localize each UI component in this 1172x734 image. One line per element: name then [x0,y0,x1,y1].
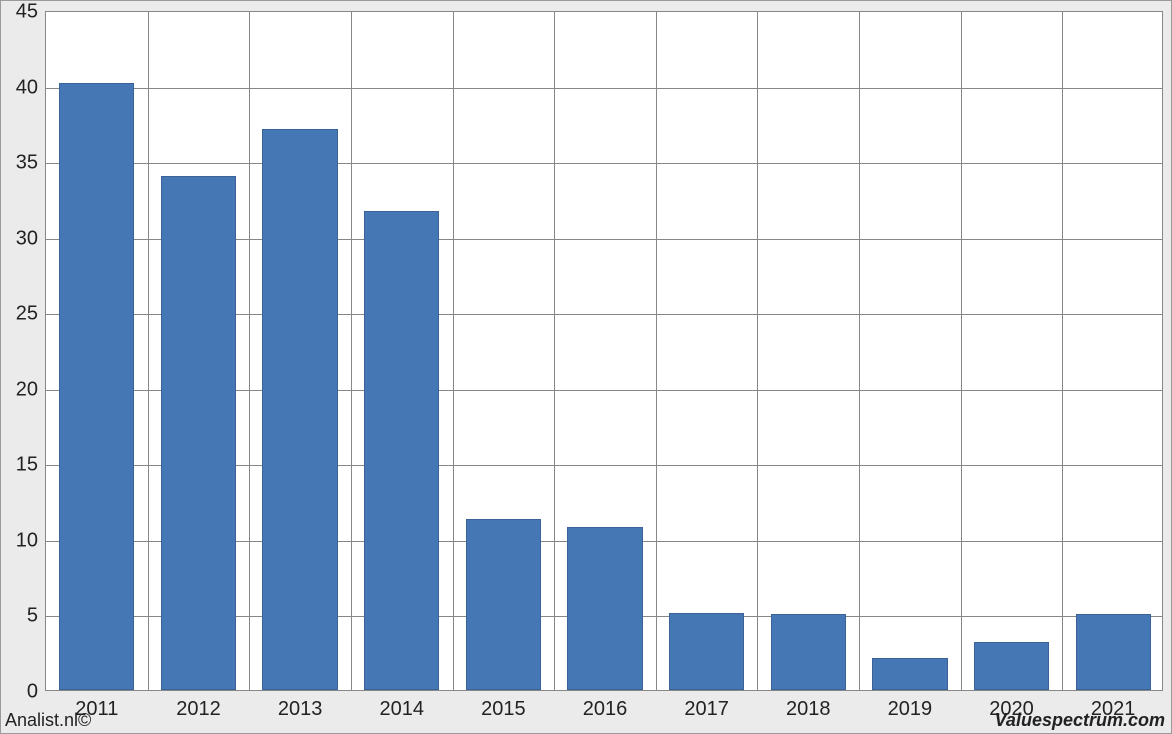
gridline-v [757,12,758,690]
y-tick-label: 35 [16,152,46,175]
bar [364,211,439,690]
y-tick-label: 25 [16,303,46,326]
bar [872,658,947,690]
bar [669,613,744,690]
footer-right-text: Valuespectrum.com [995,710,1165,731]
x-tick-label: 2015 [481,690,526,721]
y-tick-label: 0 [27,681,46,704]
bar [262,129,337,690]
gridline-h [46,163,1162,164]
gridline-v [1062,12,1063,690]
gridline-v [554,12,555,690]
x-tick-label: 2016 [583,690,628,721]
x-tick-label: 2019 [888,690,933,721]
x-tick-label: 2017 [684,690,729,721]
y-tick-label: 45 [16,1,46,24]
y-tick-label: 15 [16,454,46,477]
bar [771,614,846,690]
x-tick-label: 2012 [176,690,221,721]
gridline-v [656,12,657,690]
y-tick-label: 20 [16,378,46,401]
gridline-v [351,12,352,690]
gridline-v [148,12,149,690]
gridline-v [961,12,962,690]
gridline-v [453,12,454,690]
gridline-v [249,12,250,690]
bar [567,527,642,690]
plot-area: 0510152025303540452011201220132014201520… [45,11,1163,691]
gridline-v [859,12,860,690]
bar [466,519,541,690]
y-tick-label: 10 [16,529,46,552]
bar [974,642,1049,690]
y-tick-label: 30 [16,227,46,250]
chart-frame: 0510152025303540452011201220132014201520… [0,0,1172,734]
x-tick-label: 2014 [379,690,424,721]
bar [59,83,134,690]
y-tick-label: 5 [27,605,46,628]
x-tick-label: 2018 [786,690,831,721]
footer-left-text: Analist.nl© [5,710,91,731]
bar [161,176,236,690]
gridline-h [46,88,1162,89]
bar [1076,614,1151,690]
x-tick-label: 2013 [278,690,323,721]
y-tick-label: 40 [16,76,46,99]
